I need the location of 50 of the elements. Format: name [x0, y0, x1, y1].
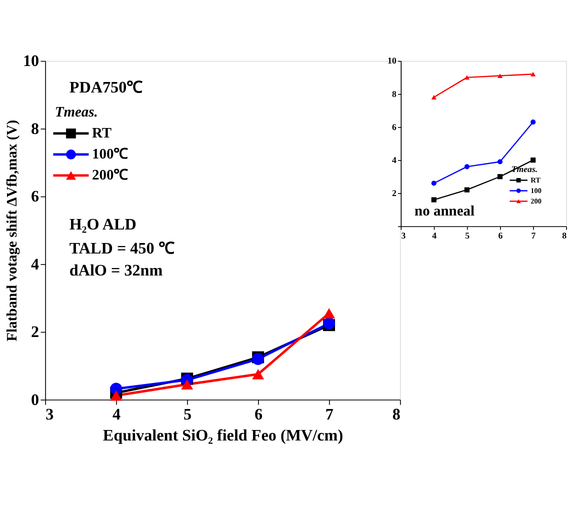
legend-label: RT — [92, 126, 112, 142]
y-tick-label: 6 — [392, 122, 397, 132]
annotation: TALD = 450 ℃ — [69, 240, 176, 258]
x-tick-label: 4 — [112, 406, 121, 424]
legend-title: Tmeas. — [54, 104, 98, 121]
x-tick-label: 4 — [432, 230, 438, 241]
point — [431, 95, 436, 100]
x-tick-label: 3 — [401, 230, 406, 241]
y-tick-label: 0 — [31, 392, 40, 409]
point — [431, 197, 436, 202]
point — [530, 158, 536, 163]
point — [497, 74, 503, 78]
x-tick-label: 6 — [498, 230, 504, 241]
x-tick-label: 5 — [183, 406, 192, 424]
y-tick-label: 8 — [392, 88, 397, 99]
legend-label: 100℃ — [92, 146, 129, 162]
point — [323, 308, 336, 318]
x-tick-label: 8 — [562, 230, 568, 241]
point — [530, 72, 536, 76]
y-tick-label: 10 — [388, 56, 397, 66]
point — [110, 390, 122, 401]
annotation: no anneal — [414, 204, 475, 220]
x-tick-label: 3 — [46, 406, 54, 424]
x-tick-label: 7 — [531, 230, 536, 241]
x-tick-label: 5 — [465, 230, 470, 241]
y-tick-label: 4 — [392, 154, 397, 165]
y-tick-label: 2 — [31, 324, 40, 342]
annotation: dAlO = 32nm — [69, 262, 164, 280]
point — [181, 379, 194, 390]
point — [464, 75, 470, 80]
y-tick-label: 8 — [31, 120, 40, 138]
x-tick-label: 7 — [325, 406, 334, 424]
point — [431, 180, 436, 186]
y-tick-label: 4 — [31, 256, 40, 274]
y-tick-label: 2 — [392, 188, 397, 198]
legend-title: Tmeas. — [511, 164, 538, 174]
annotation: H₂O ALD — [69, 216, 136, 234]
y-tick-label: 6 — [31, 188, 40, 206]
point — [497, 174, 503, 180]
annotation: PDA750℃ — [69, 79, 144, 96]
x-axis-title: Equivalent SiO₂ field Feo (MV/cm) — [102, 427, 344, 444]
y-tick-label: 10 — [23, 53, 40, 70]
point — [464, 164, 470, 170]
x-tick-label: 6 — [254, 406, 263, 424]
point — [497, 159, 503, 164]
point — [464, 187, 470, 192]
point — [530, 120, 536, 125]
point — [252, 369, 264, 380]
y-axis-title: Flatband votage shift ΔVfb,max (V) — [4, 120, 21, 342]
legend-label: 200℃ — [92, 167, 129, 184]
